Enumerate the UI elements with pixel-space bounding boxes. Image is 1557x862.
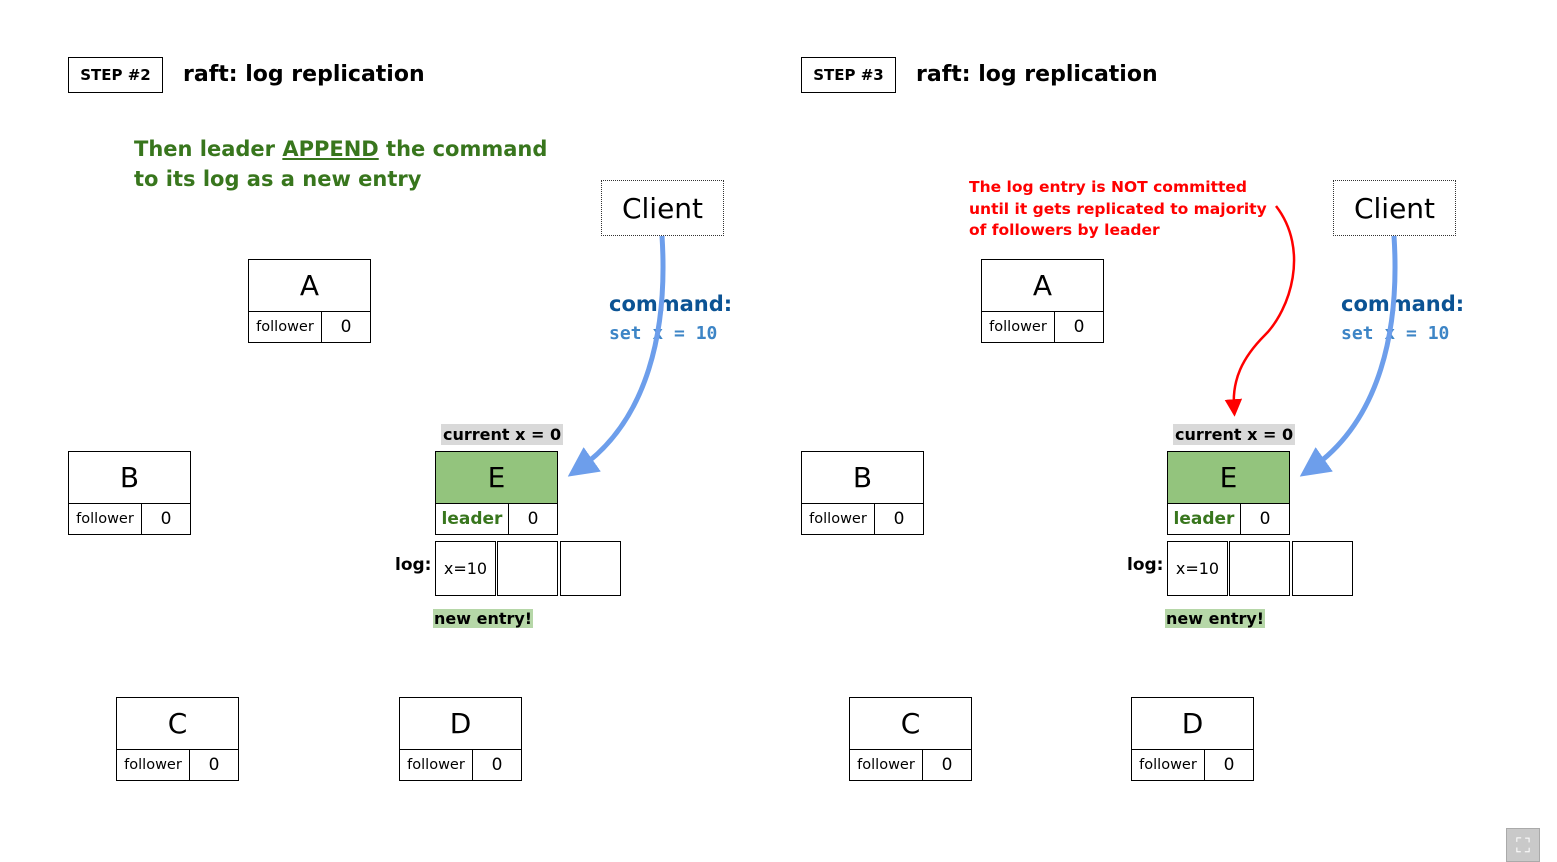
node-role: leader — [1168, 504, 1241, 535]
node-role: follower — [850, 750, 923, 781]
node-role: follower — [400, 750, 473, 781]
commit-note: The log entry is NOT committed until it … — [969, 177, 1267, 242]
node-role: follower — [69, 504, 142, 535]
node-b: B follower 0 — [68, 451, 191, 535]
node-name: D — [400, 698, 521, 750]
node-a: A follower 0 — [248, 259, 371, 343]
log-cell — [497, 541, 558, 596]
node-name: D — [1132, 698, 1253, 750]
node-d: D follower 0 — [1131, 697, 1254, 781]
node-b: B follower 0 — [801, 451, 924, 535]
intro-emphasis: APPEND — [282, 137, 379, 161]
panel-title: raft: log replication — [183, 62, 425, 87]
client-box: Client — [1333, 180, 1456, 236]
note-line: The log entry is NOT committed — [969, 178, 1248, 196]
current-x-label: current x = 0 — [1173, 424, 1296, 445]
intro-before: Then leader — [134, 137, 283, 161]
node-role: follower — [249, 312, 322, 343]
node-term: 0 — [340, 317, 352, 338]
node-name: B — [69, 452, 190, 504]
client-box: Client — [601, 180, 724, 236]
node-e-leader: E leader 0 — [435, 451, 558, 535]
intro-after: the command — [378, 137, 548, 161]
current-x-label: current x = 0 — [441, 424, 564, 445]
panel-title: raft: log replication — [916, 62, 1158, 87]
node-name: E — [436, 452, 557, 504]
log-label: log: — [1127, 555, 1164, 575]
node-name: E — [1168, 452, 1289, 504]
command-label: command: — [609, 292, 733, 316]
log-label: log: — [395, 555, 432, 575]
intro-text: Then leader APPEND the command to its lo… — [134, 134, 547, 194]
node-term: 0 — [527, 509, 539, 530]
node-d: D follower 0 — [399, 697, 522, 781]
note-line: of followers by leader — [969, 221, 1160, 239]
client-to-leader-arrow — [567, 235, 666, 477]
node-role: follower — [802, 504, 875, 535]
node-term: 0 — [1223, 755, 1235, 776]
node-role: follower — [117, 750, 190, 781]
log-cell — [560, 541, 621, 596]
node-role: leader — [436, 504, 509, 535]
log-cell: x=10 — [435, 541, 496, 596]
client-to-leader-arrow — [1299, 235, 1398, 477]
note-line: until it gets replicated to majority — [969, 199, 1267, 218]
node-name: A — [982, 260, 1103, 312]
node-name: C — [117, 698, 238, 750]
intro-line2: to its log as a new entry — [134, 167, 422, 191]
log-cell — [1229, 541, 1290, 596]
log-cell — [1292, 541, 1353, 596]
node-term: 0 — [1259, 509, 1271, 530]
node-c: C follower 0 — [849, 697, 972, 781]
node-term: 0 — [208, 755, 220, 776]
log-cell: x=10 — [1167, 541, 1228, 596]
node-term: 0 — [893, 509, 905, 530]
node-name: C — [850, 698, 971, 750]
node-term: 0 — [491, 755, 503, 776]
node-e-leader: E leader 0 — [1167, 451, 1290, 535]
node-name: B — [802, 452, 923, 504]
node-a: A follower 0 — [981, 259, 1104, 343]
new-entry-label: new entry! — [1165, 609, 1266, 628]
node-term: 0 — [941, 755, 953, 776]
node-name: A — [249, 260, 370, 312]
node-role: follower — [982, 312, 1055, 343]
node-c: C follower 0 — [116, 697, 239, 781]
new-entry-label: new entry! — [433, 609, 534, 628]
node-role: follower — [1132, 750, 1205, 781]
step-label: STEP #2 — [68, 57, 163, 93]
step-label: STEP #3 — [801, 57, 896, 93]
node-term: 0 — [160, 509, 172, 530]
command-label: command: — [1341, 292, 1465, 316]
note-to-leader-arrow — [1224, 205, 1296, 417]
node-term: 0 — [1073, 317, 1085, 338]
fullscreen-icon[interactable]: ⛶ — [1506, 828, 1540, 862]
